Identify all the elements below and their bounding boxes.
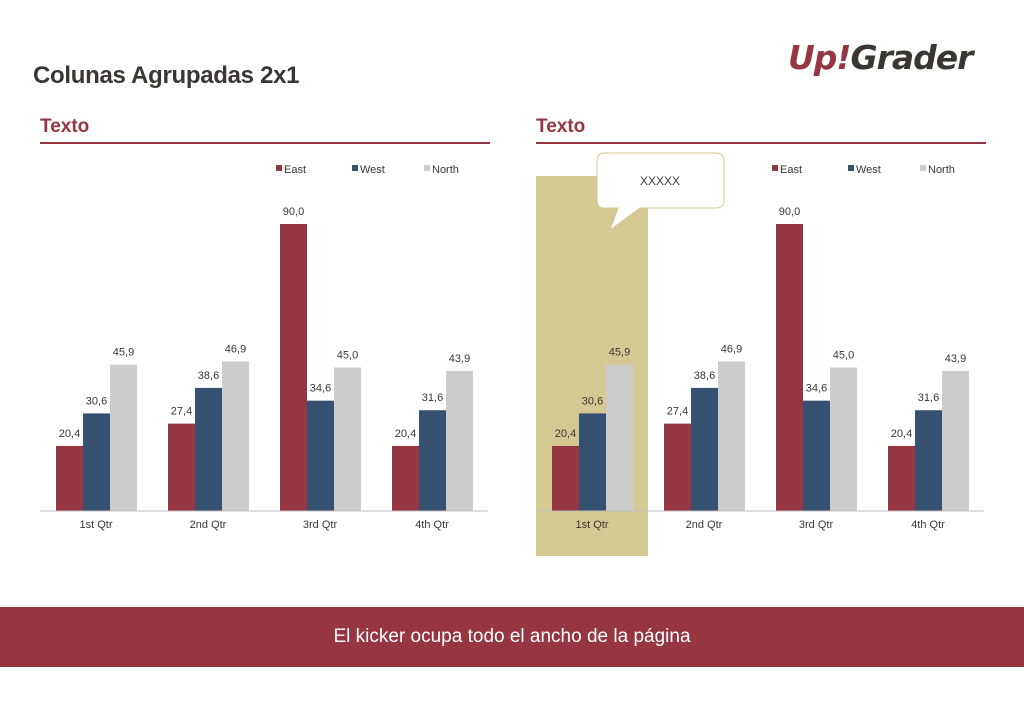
callout-shape <box>596 152 725 232</box>
value-label-east-4th-qtr: 20,4 <box>395 428 416 440</box>
bar-north-2nd-qtr <box>718 361 745 511</box>
value-label-east-1st-qtr: 20,4 <box>59 428 80 440</box>
kicker-text: El kicker ocupa todo el ancho de la pági… <box>333 626 691 647</box>
legend-swatch-east <box>772 165 778 171</box>
page-title: Colunas Agrupadas 2x1 <box>33 62 300 89</box>
bar-east-2nd-qtr <box>664 423 691 511</box>
right-panel-heading: Texto <box>536 116 586 137</box>
callout-text: XXXXX <box>639 174 681 188</box>
value-label-west-2nd-qtr: 38,6 <box>694 370 715 382</box>
x-tick-label-2nd-qtr: 2nd Qtr <box>686 519 723 531</box>
bar-north-4th-qtr <box>446 371 473 511</box>
bar-north-3rd-qtr <box>830 367 857 511</box>
legend-swatch-north <box>920 165 926 171</box>
value-label-north-3rd-qtr: 45,0 <box>337 350 358 362</box>
right-panel-rule <box>536 142 986 144</box>
bar-north-4th-qtr <box>942 371 969 511</box>
legend-swatch-west <box>848 165 854 171</box>
kicker-banner: El kicker ocupa todo el ancho de la pági… <box>0 607 1024 667</box>
bar-west-3rd-qtr <box>307 400 334 511</box>
value-label-east-3rd-qtr: 90,0 <box>283 206 304 218</box>
upgrader-logo: Up!Grader <box>788 38 973 77</box>
left-panel-heading: Texto <box>40 116 90 137</box>
x-tick-label-3rd-qtr: 3rd Qtr <box>303 519 338 531</box>
bar-east-4th-qtr <box>888 445 915 511</box>
x-tick-label-1st-qtr: 1st Qtr <box>575 519 608 531</box>
value-label-west-4th-qtr: 31,6 <box>918 392 939 404</box>
bar-east-3rd-qtr <box>280 224 307 511</box>
bar-west-2nd-qtr <box>195 387 222 511</box>
value-label-north-1st-qtr: 45,9 <box>113 347 134 359</box>
bar-east-3rd-qtr <box>776 224 803 511</box>
value-label-east-2nd-qtr: 27,4 <box>667 406 688 418</box>
value-label-north-1st-qtr: 45,9 <box>609 347 630 359</box>
left-chart-panel: Texto East West North 20,4 30,6 45,9 1st Qtr 27… <box>40 112 490 562</box>
legend-label-west: West <box>856 164 881 176</box>
value-label-north-2nd-qtr: 46,9 <box>225 343 246 355</box>
x-tick-label-4th-qtr: 4th Qtr <box>415 519 449 531</box>
bar-east-1st-qtr <box>552 445 579 511</box>
bar-north-3rd-qtr <box>334 367 361 511</box>
value-label-north-4th-qtr: 43,9 <box>945 353 966 365</box>
bar-east-2nd-qtr <box>168 423 195 511</box>
value-label-north-3rd-qtr: 45,0 <box>833 350 854 362</box>
callout-bubble: XXXXX <box>596 152 726 232</box>
value-label-north-4th-qtr: 43,9 <box>449 353 470 365</box>
left-bar-chart: East West North 20,4 30,6 45,9 1st Qtr 27,4 38,6… <box>40 164 488 531</box>
bar-west-3rd-qtr <box>803 400 830 511</box>
bar-west-1st-qtr <box>579 413 606 511</box>
right-bar-chart: East West North 20,4 30,6 45,9 1st Qtr 27,4 38,6… <box>536 164 984 556</box>
value-label-north-2nd-qtr: 46,9 <box>721 343 742 355</box>
bar-north-1st-qtr <box>606 364 633 511</box>
value-label-east-2nd-qtr: 27,4 <box>171 406 192 418</box>
value-label-east-1st-qtr: 20,4 <box>555 428 576 440</box>
legend-swatch-east <box>276 165 282 171</box>
bar-north-1st-qtr <box>110 364 137 511</box>
legend-label-north: North <box>928 164 955 176</box>
legend-label-north: North <box>432 164 459 176</box>
x-tick-label-4th-qtr: 4th Qtr <box>911 519 945 531</box>
bar-west-2nd-qtr <box>691 387 718 511</box>
bar-west-1st-qtr <box>83 413 110 511</box>
x-tick-label-1st-qtr: 1st Qtr <box>79 519 112 531</box>
value-label-east-4th-qtr: 20,4 <box>891 428 912 440</box>
bar-west-4th-qtr <box>419 410 446 511</box>
value-label-west-3rd-qtr: 34,6 <box>310 383 331 395</box>
x-tick-label-3rd-qtr: 3rd Qtr <box>799 519 834 531</box>
bar-west-4th-qtr <box>915 410 942 511</box>
legend-label-west: West <box>360 164 385 176</box>
bar-east-1st-qtr <box>56 445 83 511</box>
bar-north-2nd-qtr <box>222 361 249 511</box>
legend-swatch-north <box>424 165 430 171</box>
value-label-west-1st-qtr: 30,6 <box>86 395 107 407</box>
bar-east-4th-qtr <box>392 445 419 511</box>
value-label-west-4th-qtr: 31,6 <box>422 392 443 404</box>
value-label-west-3rd-qtr: 34,6 <box>806 383 827 395</box>
value-label-west-1st-qtr: 30,6 <box>582 395 603 407</box>
legend-swatch-west <box>352 165 358 171</box>
left-panel-rule <box>40 142 490 144</box>
x-tick-label-2nd-qtr: 2nd Qtr <box>190 519 227 531</box>
legend-label-east: East <box>284 164 306 176</box>
value-label-east-3rd-qtr: 90,0 <box>779 206 800 218</box>
right-chart-panel: Texto East West North 20,4 30,6 45,9 1st Qtr 27… <box>536 112 986 562</box>
legend-label-east: East <box>780 164 802 176</box>
value-label-west-2nd-qtr: 38,6 <box>198 370 219 382</box>
